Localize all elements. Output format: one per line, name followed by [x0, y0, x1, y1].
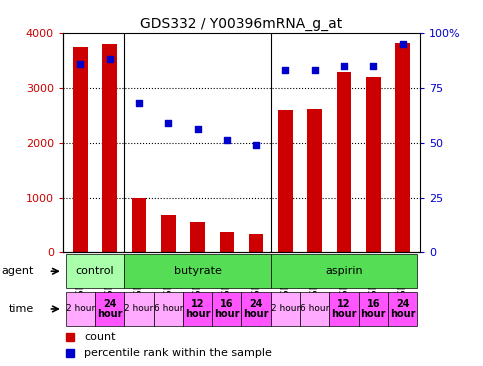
Point [194, 127, 201, 132]
Text: 24
hour: 24 hour [390, 299, 415, 320]
Bar [190, 222, 205, 253]
Text: 16
hour: 16 hour [361, 299, 386, 320]
FancyBboxPatch shape [154, 292, 183, 326]
Text: 12
hour: 12 hour [185, 299, 210, 320]
Text: agent: agent [2, 266, 34, 276]
Text: control: control [76, 266, 114, 276]
FancyBboxPatch shape [271, 292, 300, 326]
Text: count: count [84, 332, 116, 342]
Point [282, 67, 289, 73]
Bar [366, 77, 381, 253]
FancyBboxPatch shape [212, 292, 242, 326]
Bar [278, 110, 293, 253]
Text: aspirin: aspirin [325, 266, 363, 276]
Text: 12
hour: 12 hour [331, 299, 357, 320]
FancyBboxPatch shape [388, 292, 417, 326]
Point [135, 100, 143, 106]
Point [223, 138, 231, 143]
FancyBboxPatch shape [124, 292, 154, 326]
Point [369, 63, 377, 69]
Text: 16
hour: 16 hour [214, 299, 240, 320]
Bar [249, 234, 263, 253]
Point [311, 67, 319, 73]
Bar [161, 215, 176, 253]
Text: 6 hour: 6 hour [300, 305, 329, 313]
Bar [220, 232, 234, 253]
Bar [337, 72, 351, 253]
Point [164, 120, 172, 126]
FancyBboxPatch shape [329, 292, 359, 326]
Bar [102, 44, 117, 253]
Point [76, 61, 84, 67]
FancyBboxPatch shape [66, 292, 95, 326]
Text: 2 hour: 2 hour [124, 305, 154, 313]
FancyBboxPatch shape [183, 292, 212, 326]
Bar [73, 46, 88, 253]
Bar [307, 109, 322, 253]
FancyBboxPatch shape [359, 292, 388, 326]
FancyBboxPatch shape [300, 292, 329, 326]
Text: 2 hour: 2 hour [271, 305, 300, 313]
Text: 2 hour: 2 hour [66, 305, 95, 313]
Title: GDS332 / Y00396mRNA_g_at: GDS332 / Y00396mRNA_g_at [141, 16, 342, 30]
Bar [395, 43, 410, 253]
Bar [132, 198, 146, 253]
Point [252, 142, 260, 148]
Text: time: time [9, 304, 34, 314]
FancyBboxPatch shape [124, 254, 271, 288]
Point [106, 56, 114, 62]
Point [340, 63, 348, 69]
Text: 6 hour: 6 hour [154, 305, 183, 313]
Text: butyrate: butyrate [173, 266, 222, 276]
FancyBboxPatch shape [271, 254, 417, 288]
Text: percentile rank within the sample: percentile rank within the sample [84, 347, 272, 358]
FancyBboxPatch shape [66, 254, 124, 288]
Text: 24
hour: 24 hour [97, 299, 122, 320]
FancyBboxPatch shape [242, 292, 271, 326]
FancyBboxPatch shape [95, 292, 124, 326]
Point [399, 41, 407, 47]
Text: 24
hour: 24 hour [243, 299, 269, 320]
